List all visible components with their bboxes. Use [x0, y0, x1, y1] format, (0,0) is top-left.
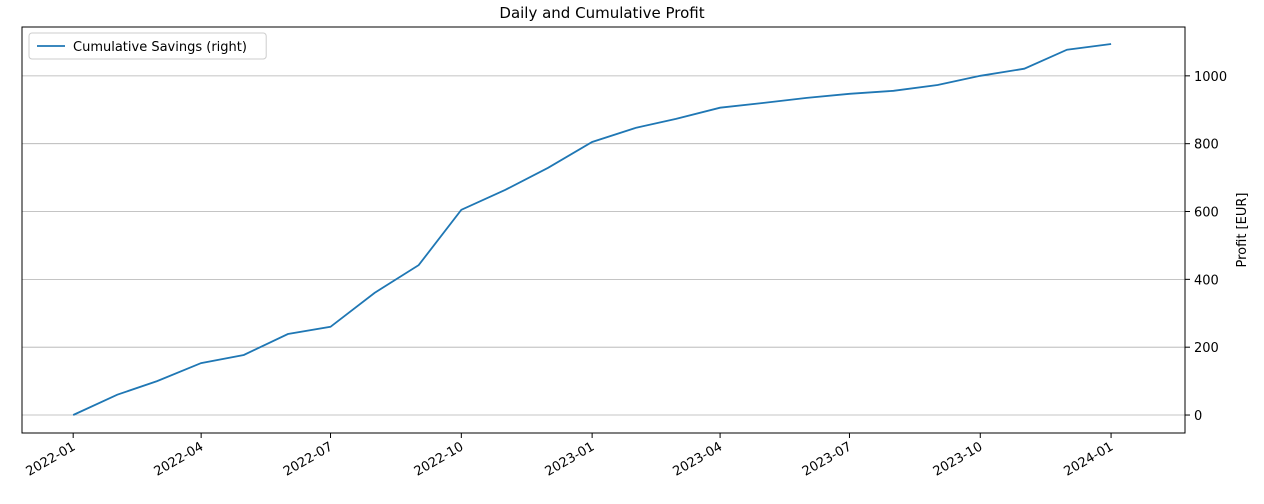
y-tick-label: 1000	[1194, 70, 1227, 85]
y-tick-label: 800	[1194, 138, 1219, 153]
x-tick-label: 2022-01	[24, 439, 79, 479]
y-axis-label: Profit [EUR]	[1235, 193, 1250, 268]
x-tick-label: 2023-07	[800, 439, 855, 479]
legend-label: Cumulative Savings (right)	[73, 40, 247, 55]
x-tick-label: 2022-10	[412, 439, 467, 479]
y-tick-label: 400	[1194, 273, 1219, 288]
x-tick-label: 2022-07	[281, 439, 336, 479]
x-tick-label: 2023-01	[543, 439, 598, 479]
x-tick-label: 2022-04	[152, 439, 207, 479]
plot-frame	[21, 26, 1186, 434]
y-tick-label: 200	[1194, 341, 1219, 356]
y-tick-label: 0	[1194, 409, 1202, 424]
x-tick-label: 2024-01	[1062, 439, 1117, 479]
legend-box	[28, 32, 267, 60]
legend: Cumulative Savings (right)	[28, 32, 267, 60]
x-tick-label: 2023-10	[931, 439, 986, 479]
y-tick-label: 600	[1194, 206, 1219, 221]
line-series	[72, 43, 1112, 416]
x-tick-label: 2023-04	[671, 439, 726, 479]
chart-title: Daily and Cumulative Profit	[499, 4, 704, 22]
